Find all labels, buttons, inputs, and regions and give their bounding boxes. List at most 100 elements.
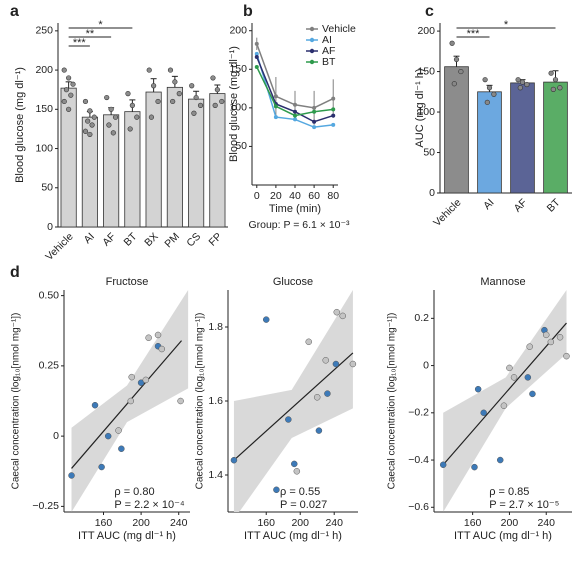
y-tick-label: 100 [35, 142, 53, 154]
y-tick-label: 0.50 [39, 289, 60, 301]
y-tick-label: 100 [229, 102, 247, 114]
data-point [112, 114, 119, 120]
data-point [191, 110, 197, 116]
data-point [548, 70, 554, 76]
data-point [177, 397, 184, 405]
x-tick-label: 240 [537, 517, 555, 529]
data-point [484, 99, 490, 105]
data-point [66, 75, 72, 81]
x-tick-label: 200 [501, 517, 519, 529]
series-marker [273, 104, 278, 109]
panel-label: d [10, 264, 20, 281]
y-tick-label: 0.25 [39, 360, 60, 372]
data-point [146, 67, 152, 73]
bar [188, 98, 205, 228]
panel-label: b [243, 3, 253, 20]
data-point [125, 91, 131, 97]
data-point [451, 81, 457, 87]
data-point [137, 379, 145, 386]
data-point [491, 91, 497, 97]
y-tick-label: 50 [41, 182, 53, 194]
data-point [486, 85, 493, 91]
x-tick-label: 160 [464, 517, 482, 529]
significance-label: *** [467, 28, 481, 40]
legend-label: Vehicle [322, 23, 356, 35]
category-label: BX [142, 231, 160, 249]
fit-line [442, 322, 567, 466]
data-point [148, 114, 155, 120]
x-tick-label: 80 [327, 190, 339, 202]
data-point [519, 79, 526, 85]
x-tick-label: 240 [170, 517, 188, 529]
data-point [127, 397, 135, 405]
series-marker [254, 51, 259, 56]
fit-line [71, 340, 182, 469]
x-tick-label: 40 [289, 190, 301, 202]
series-marker [312, 119, 317, 124]
data-point [189, 83, 195, 89]
series-marker [312, 125, 317, 130]
data-point [87, 131, 93, 138]
significance-label: * [98, 19, 103, 31]
data-point [134, 114, 140, 120]
category-label: AF [512, 197, 530, 215]
y-tick-label: 1.6 [208, 395, 223, 407]
data-point [285, 416, 292, 423]
y-tick-label: −0.6 [408, 501, 429, 513]
category-label: AI [481, 197, 497, 213]
data-point [315, 427, 323, 434]
legend-label: BT [322, 56, 336, 68]
bar [510, 82, 535, 194]
data-point [167, 67, 174, 73]
y-tick-label: −0.4 [408, 454, 429, 466]
data-point [127, 126, 133, 132]
legend-label: AI [322, 34, 332, 46]
y-tick-label: −0.2 [408, 407, 429, 419]
series-marker [273, 115, 278, 120]
data-point [291, 460, 298, 468]
data-point [305, 338, 312, 346]
data-point [496, 456, 504, 464]
data-point [524, 374, 532, 381]
data-point [515, 77, 521, 83]
category-label: PM [162, 231, 182, 251]
series-marker [331, 113, 336, 118]
x-axis-label: ITT AUC (mg dl⁻¹ h) [244, 530, 342, 542]
data-point [550, 86, 556, 92]
category-label: Vehicle [43, 230, 76, 263]
significance-label: ** [86, 28, 95, 40]
data-point [91, 114, 97, 120]
x-tick-label: 20 [270, 190, 282, 202]
x-axis-label: Time (min) [269, 203, 321, 215]
series-marker [331, 122, 336, 127]
data-point [108, 106, 114, 112]
series-marker [312, 109, 317, 114]
legend-marker [309, 37, 315, 43]
data-point [63, 87, 70, 93]
y-tick-label: 0 [53, 430, 59, 442]
x-axis-label: ITT AUC (mg dl⁻¹ h) [454, 530, 552, 542]
data-point [61, 98, 67, 105]
data-point [197, 102, 204, 108]
category-label: AI [81, 231, 97, 247]
y-tick-label: 0 [47, 221, 53, 233]
data-point [128, 373, 135, 381]
stat-annotation: ρ = 0.55 [280, 486, 320, 498]
legend-marker [309, 59, 315, 65]
data-point [557, 85, 563, 91]
annotation: Group: P = 6.1 × 10⁻³ [248, 219, 350, 231]
data-point [556, 333, 564, 341]
fit-line [233, 352, 354, 461]
data-point [547, 338, 555, 346]
series-marker [254, 41, 259, 46]
confidence-band [233, 290, 353, 512]
data-point [349, 360, 357, 368]
category-label: Vehicle [431, 196, 464, 229]
data-point [339, 312, 346, 320]
y-tick-label: 200 [417, 25, 435, 37]
y-tick-label: −0.25 [32, 500, 59, 512]
data-point [145, 334, 152, 342]
x-tick-label: 0 [254, 190, 260, 202]
